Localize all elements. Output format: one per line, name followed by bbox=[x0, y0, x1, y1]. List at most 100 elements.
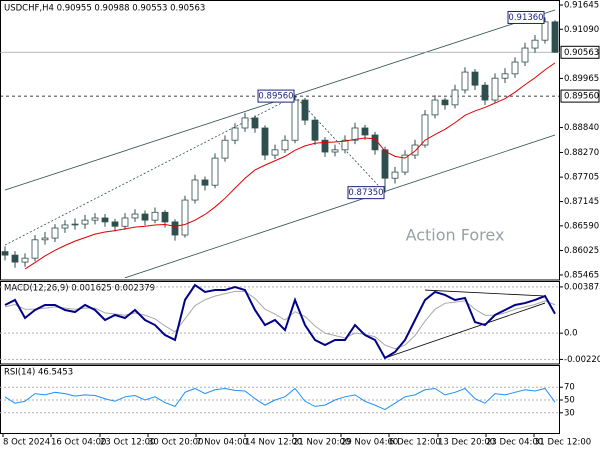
candle-body bbox=[501, 73, 509, 79]
candle-body bbox=[181, 199, 189, 236]
y-tick-label: 50 bbox=[564, 396, 575, 406]
y-tick-label: 0.86025 bbox=[564, 246, 599, 256]
x-tick-label: 8 Oct 2024 bbox=[3, 438, 50, 448]
candle-body bbox=[41, 237, 49, 241]
candle-body bbox=[271, 149, 279, 156]
candle-body bbox=[301, 99, 309, 121]
trendline bbox=[294, 95, 386, 193]
y-tick-label: 0.0 bbox=[564, 329, 578, 339]
candle-body bbox=[551, 21, 559, 53]
candle-body bbox=[241, 117, 249, 129]
candle-body bbox=[531, 39, 539, 49]
candle-body bbox=[161, 211, 169, 223]
y-tick-label: 30 bbox=[564, 408, 575, 418]
candle-body bbox=[401, 154, 409, 173]
macd-title: MACD(12,26,9) 0.001625 0.002379 bbox=[4, 284, 155, 294]
y-tick-label: 0.87705 bbox=[564, 173, 599, 183]
candle-body bbox=[251, 117, 259, 129]
price-label-box bbox=[257, 89, 295, 103]
y-tick-label: 0.87145 bbox=[564, 197, 599, 207]
watermark: Action Forex bbox=[406, 226, 505, 245]
panel-plot bbox=[0, 386, 560, 414]
y-tick-label: 0.88270 bbox=[564, 148, 599, 158]
candle-body bbox=[111, 221, 119, 227]
price-label-box bbox=[507, 10, 545, 24]
x-tick-label: 30 Oct 20:00 bbox=[148, 438, 203, 448]
candle-body bbox=[511, 61, 519, 75]
x-tick-label: 23 Dec 04:00 bbox=[486, 438, 543, 448]
price-title: USDCHF,H4 0.90955 0.90988 0.90553 0.9056… bbox=[4, 4, 205, 14]
candle-body bbox=[261, 127, 269, 156]
candle-body bbox=[141, 213, 149, 221]
y-tick-label: 0.85465 bbox=[564, 270, 599, 280]
y-tick-label: 0.91645 bbox=[564, 1, 599, 11]
y-tick-label: -0.002201 bbox=[564, 355, 600, 365]
candle-body bbox=[331, 149, 339, 153]
rsi-title: RSI(14) 46.5453 bbox=[4, 368, 73, 378]
candle-body bbox=[311, 119, 319, 141]
y-tick-label: 0.86590 bbox=[564, 221, 599, 231]
last-price-label: 0.90563 bbox=[564, 48, 599, 58]
candle-body bbox=[461, 71, 469, 91]
candle-body bbox=[391, 171, 399, 179]
candle-body bbox=[151, 211, 159, 221]
level-label: 0.89560 bbox=[564, 92, 599, 102]
x-tick-label: 16 Oct 04:00 bbox=[51, 438, 106, 448]
candle-body bbox=[71, 223, 79, 226]
candle-body bbox=[351, 127, 359, 141]
candle-body bbox=[411, 144, 419, 156]
price-panel bbox=[0, 0, 560, 281]
price-label-box bbox=[347, 186, 385, 200]
candle-body bbox=[491, 77, 499, 101]
candle-body bbox=[21, 257, 29, 263]
trendline bbox=[124, 134, 556, 279]
candle-body bbox=[211, 157, 219, 186]
candle-body bbox=[431, 99, 439, 116]
panel-plot bbox=[0, 283, 560, 360]
panel-plot: 0.89560 0.87350 0.91360 bbox=[0, 9, 560, 279]
candle-body bbox=[451, 89, 459, 106]
indicator-line bbox=[4, 283, 556, 360]
candle-body bbox=[341, 139, 349, 151]
candle-body bbox=[101, 217, 109, 223]
candle-body bbox=[441, 99, 449, 106]
candle-body bbox=[371, 134, 379, 151]
candle-body bbox=[121, 217, 129, 227]
candle-body bbox=[221, 139, 229, 159]
candle-body bbox=[231, 127, 239, 141]
y-tick-label: 70 bbox=[564, 383, 575, 393]
x-tick-label: 31 Dec 12:00 bbox=[534, 438, 591, 448]
candle-body bbox=[281, 139, 289, 151]
candle-body bbox=[541, 21, 549, 41]
candle-body bbox=[11, 254, 19, 263]
y-tick-label: 0.003873 bbox=[564, 282, 600, 292]
x-tick-label: 23 Oct 12:00 bbox=[100, 438, 155, 448]
candle-body bbox=[171, 221, 179, 236]
x-tick-label: 14 Nov 12:00 bbox=[245, 438, 302, 448]
candle-body bbox=[421, 114, 429, 146]
candle-body bbox=[291, 99, 299, 141]
candle-body bbox=[321, 139, 329, 153]
level-box bbox=[560, 89, 600, 103]
candle-body bbox=[381, 149, 389, 179]
candle-body bbox=[91, 217, 99, 221]
candle-body bbox=[191, 179, 199, 201]
candle-body bbox=[201, 179, 209, 186]
moving-average bbox=[24, 62, 556, 270]
x-tick-label: 13 Dec 20:00 bbox=[438, 438, 495, 448]
x-tick-label: 29 Nov 04:00 bbox=[341, 438, 398, 448]
y-tick-label: 0.91090 bbox=[564, 25, 599, 35]
candle-body bbox=[1, 251, 9, 256]
price-label: 0.87350 bbox=[348, 188, 383, 198]
price-label: 0.89560 bbox=[258, 92, 293, 102]
candle-body bbox=[471, 71, 479, 86]
candle-body bbox=[81, 219, 89, 225]
indicator-line bbox=[4, 290, 556, 350]
candle-body bbox=[521, 47, 529, 63]
macd-panel bbox=[0, 281, 560, 365]
indicator-line bbox=[4, 387, 556, 411]
y-tick-label: 0.88840 bbox=[564, 123, 599, 133]
candle-body bbox=[51, 227, 59, 239]
